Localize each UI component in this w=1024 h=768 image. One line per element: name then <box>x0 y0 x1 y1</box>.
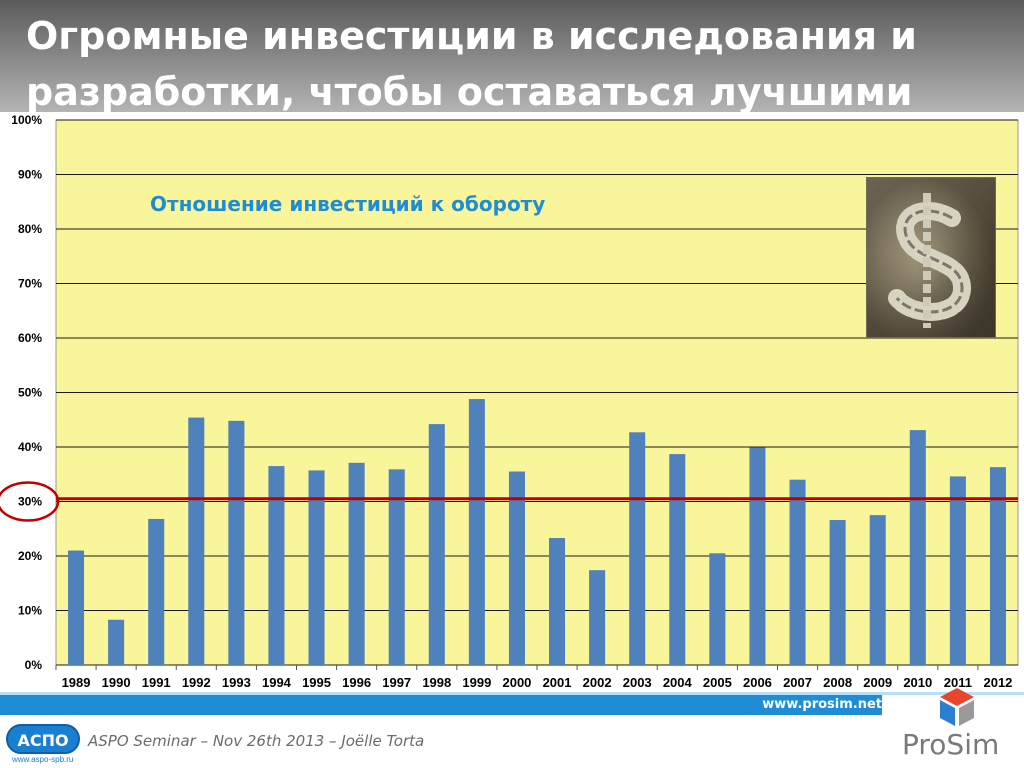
bar <box>749 447 766 665</box>
y-tick-label: 10% <box>18 604 42 618</box>
bar <box>869 515 886 665</box>
x-tick-label: 1993 <box>222 675 251 690</box>
x-tick-label: 1995 <box>302 675 331 690</box>
x-tick-label: 1991 <box>142 675 171 690</box>
bar <box>989 467 1006 665</box>
bar <box>228 420 245 665</box>
bar <box>789 479 806 665</box>
x-tick-label: 2005 <box>703 675 732 690</box>
y-tick-labels: 0% 10% 20% 30% 40% 50% 60% 70% 80% 90% 100% <box>11 113 42 672</box>
title-bar: Огромные инвестиции в исследования и раз… <box>0 0 1024 114</box>
bar <box>108 619 125 665</box>
bar <box>388 469 405 665</box>
x-tick-label: 2008 <box>823 675 852 690</box>
bar <box>348 462 365 665</box>
bar <box>268 466 285 665</box>
aspo-logo-url: www.aspo-spb.ru <box>12 755 74 764</box>
bar <box>308 470 325 665</box>
bar <box>148 518 165 665</box>
x-tick-label: 1990 <box>102 675 131 690</box>
x-tick-label: 2002 <box>583 675 612 690</box>
chart-title: Отношение инвестиций к обороту <box>150 192 545 216</box>
x-tick-label: 1996 <box>342 675 371 690</box>
website-link[interactable]: www.prosim.net <box>762 697 882 712</box>
bar <box>949 476 966 665</box>
website-box <box>882 695 1024 715</box>
y-tick-label: 60% <box>18 331 42 345</box>
bar <box>68 550 85 665</box>
bar <box>549 538 566 665</box>
bar <box>709 553 726 665</box>
x-tick-label: 2010 <box>903 675 932 690</box>
x-tick-label: 1999 <box>462 675 491 690</box>
x-tick-label: 2001 <box>543 675 572 690</box>
x-tick-label: 1992 <box>182 675 211 690</box>
x-tick-label: 2007 <box>783 675 812 690</box>
bar <box>909 430 926 665</box>
bar <box>629 432 646 665</box>
bar <box>829 520 846 665</box>
x-tick-label: 2006 <box>743 675 772 690</box>
x-tick-label: 1994 <box>262 675 292 690</box>
y-tick-label: 30% <box>18 495 42 509</box>
footer-text: ASPO Seminar – Nov 26th 2013 – Joëlle To… <box>88 732 425 750</box>
x-tick-label: 2011 <box>944 675 972 690</box>
bar <box>188 417 205 665</box>
y-tick-label: 50% <box>18 386 42 400</box>
footer-strip-light <box>0 692 1024 695</box>
y-tick-label: 0% <box>25 658 43 672</box>
x-tick-label: 2012 <box>983 675 1012 690</box>
prosim-cube-icon <box>940 688 974 726</box>
y-tick-label: 20% <box>18 549 42 563</box>
x-tick-label: 1997 <box>382 675 411 690</box>
x-tick-label: 1998 <box>422 675 451 690</box>
x-tick-label: 2009 <box>863 675 892 690</box>
y-tick-label: 80% <box>18 222 42 236</box>
x-tick-label: 1989 <box>62 675 91 690</box>
y-tick-label: 40% <box>18 440 42 454</box>
x-tick-labels: 1989 1990 1991 1992 1993 1994 1995 1996 1997 1998… <box>55 665 1012 690</box>
bars <box>68 399 1006 665</box>
dollar-coins-photo <box>866 177 996 338</box>
aspo-logo: АСПО <box>6 724 80 754</box>
x-tick-label: 2000 <box>502 675 531 690</box>
y-tick-label: 70% <box>18 277 42 291</box>
bar <box>428 424 445 665</box>
slide-title: Огромные инвестиции в исследования и раз… <box>26 14 917 114</box>
bar <box>508 471 525 665</box>
bar-chart: 0%10%20%30%40%50%60%70%80%90%100% 1989 19… <box>0 113 1019 690</box>
prosim-logo-text: ProSim <box>902 728 1000 761</box>
bar <box>468 399 485 665</box>
bar <box>589 570 606 665</box>
x-tick-label: 2003 <box>623 675 652 690</box>
y-tick-label: 90% <box>18 168 42 182</box>
x-tick-label: 2004 <box>663 675 693 690</box>
highlight-circle <box>0 481 60 522</box>
y-tick-label: 100% <box>11 113 42 127</box>
footer-strip <box>0 695 1024 715</box>
bar <box>669 454 686 665</box>
